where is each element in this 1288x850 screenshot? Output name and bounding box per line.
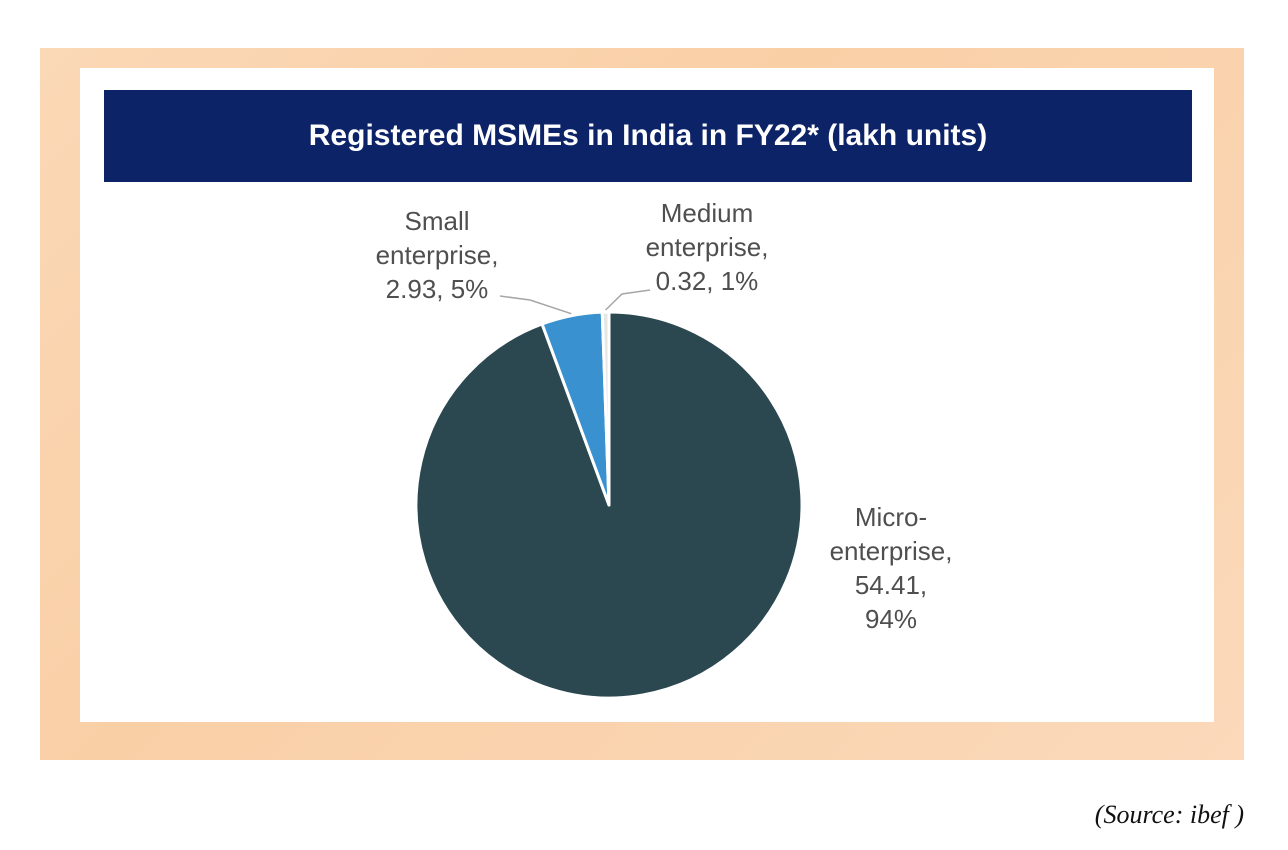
slice-medium-enterprise [600, 310, 611, 507]
leader-line-medium [605, 289, 651, 311]
source-note: (Source: ibef ) [1094, 800, 1244, 829]
label-micro-enterprise: Micro- enterprise, 54.41, 94% [829, 502, 953, 634]
title-bar: Registered MSMEs in India in FY22* (lakh… [104, 90, 1192, 182]
leader-line-small [499, 295, 572, 315]
chart-title: Registered MSMEs in India in FY22* (lakh… [308, 119, 988, 152]
label-small-enterprise: Small enterprise, 2.93, 5% [375, 206, 499, 304]
label-medium-enterprise: Medium enterprise, 0.32, 1% [645, 198, 769, 296]
